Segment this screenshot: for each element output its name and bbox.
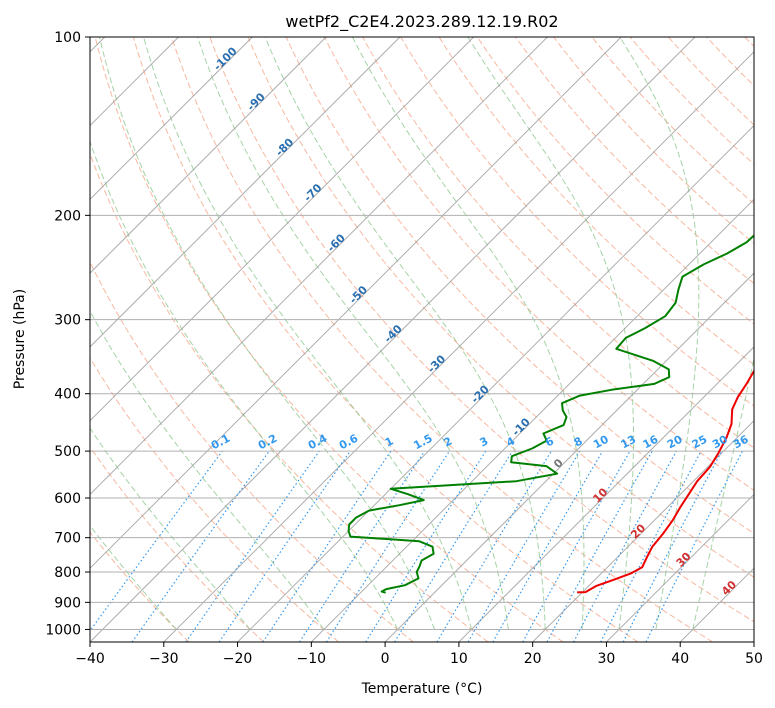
dry-adiabat-line <box>400 37 754 407</box>
y-tick-label: 900 <box>54 595 81 611</box>
mixing-ratio-label: 16 <box>641 433 661 452</box>
mixing-ratio-label: 20 <box>665 433 685 452</box>
isotherm-line <box>90 37 327 274</box>
profile-curves <box>347 234 754 594</box>
isotherm-line <box>90 37 253 201</box>
dry-adiabat-line <box>476 37 754 325</box>
y-tick-label: 500 <box>54 444 81 460</box>
mixing-ratio-line <box>522 450 631 642</box>
dry-adiabat-line <box>209 37 754 623</box>
mixing-ratio-line <box>218 450 351 642</box>
dry-adiabat-line <box>90 356 339 642</box>
x-tick-label: 20 <box>524 651 542 667</box>
y-tick-label: 400 <box>54 387 81 403</box>
y-tick-label: 700 <box>54 531 81 547</box>
y-tick-label: 200 <box>54 208 81 224</box>
isotherm-line <box>90 37 475 422</box>
dry-adiabat-line <box>90 446 265 642</box>
isotherm-line <box>163 51 754 642</box>
pressure-grid <box>90 37 754 630</box>
moist-adiabat-line <box>619 37 700 630</box>
dry-adiabat-line <box>94 37 564 642</box>
mixing-ratio-line <box>262 450 392 642</box>
x-tick-label: 30 <box>598 651 616 667</box>
y-axis-title: Pressure (hPa) <box>12 289 28 389</box>
y-axis: 100 200 300 400 500 600 700 800 900 1000 <box>45 30 90 638</box>
chart-title: wetPf2_C2E4.2023.289.12.19.R02 <box>285 12 558 32</box>
isotherm-line <box>384 272 754 642</box>
isotherm-line <box>753 641 754 642</box>
x-tick-label: −20 <box>223 651 253 667</box>
dry-adiabat-line <box>362 37 754 449</box>
isotherm-line <box>606 493 754 642</box>
mixing-ratio-label: 25 <box>690 433 710 452</box>
x-tick-label: −40 <box>75 651 105 667</box>
x-tick-label: 0 <box>381 651 390 667</box>
mixing-ratio-line <box>645 450 744 642</box>
x-axis-title: Temperature (°C) <box>361 681 483 697</box>
mixing-ratio-line <box>131 450 270 642</box>
dry-adiabat-line <box>90 152 489 642</box>
x-tick-label: 50 <box>745 651 763 667</box>
moist-adiabat-line <box>90 427 251 630</box>
x-tick-label: −10 <box>297 651 327 667</box>
isotherm-line <box>532 419 754 642</box>
dewpoint-profile-line <box>347 234 754 594</box>
x-axis: −40 −30 −20 −10 0 10 20 30 40 50 <box>75 642 763 667</box>
moist-adiabat-line <box>467 37 634 630</box>
y-tick-label: 600 <box>54 491 81 507</box>
mixing-ratio-label: 10 <box>591 433 611 452</box>
mixing-ratio-label: 13 <box>619 433 639 452</box>
x-tick-label: 40 <box>671 651 689 667</box>
mixing-ratio-line <box>325 450 451 642</box>
x-tick-label: 10 <box>450 651 468 667</box>
moist-adiabat-line <box>90 524 177 630</box>
dry-adiabat-line <box>90 531 190 642</box>
mixing-ratio-line <box>546 450 653 642</box>
dry-adiabat-line <box>247 37 754 578</box>
y-tick-label: 300 <box>54 313 81 329</box>
moist-adiabat-line <box>90 140 399 630</box>
isotherm-line <box>90 37 622 569</box>
moist-adiabat-line <box>264 37 546 630</box>
y-tick-label: 100 <box>54 30 81 46</box>
mixing-ratio-label: 36 <box>731 433 751 452</box>
mixing-ratio-line <box>185 450 320 642</box>
moist-adiabat-line <box>99 37 436 630</box>
temperature-profile-line <box>577 369 754 594</box>
dry-adiabat-line <box>515 37 754 285</box>
mixing-ratio-line <box>299 450 426 642</box>
moist-adiabat-line <box>352 37 585 630</box>
mixing-ratio-label: 30 <box>710 433 730 452</box>
isotherm-line <box>90 37 401 348</box>
isotherm-line <box>458 346 754 642</box>
mixing-ratio-line <box>394 450 513 642</box>
mixing-ratio-line <box>90 450 223 632</box>
moist-adiabat-line <box>197 37 509 630</box>
background-lines <box>90 37 754 642</box>
y-tick-label: 800 <box>54 565 81 581</box>
mixing-ratio-line <box>572 450 677 642</box>
isotherm-line <box>90 37 696 642</box>
x-tick-label: −30 <box>149 651 179 667</box>
plot-frame <box>89 36 755 643</box>
isotherm-line <box>90 37 548 496</box>
isotherm-line <box>237 124 754 642</box>
moist-adiabat-line <box>692 356 754 630</box>
plot-background <box>90 37 754 642</box>
y-tick-label: 1000 <box>45 622 81 638</box>
